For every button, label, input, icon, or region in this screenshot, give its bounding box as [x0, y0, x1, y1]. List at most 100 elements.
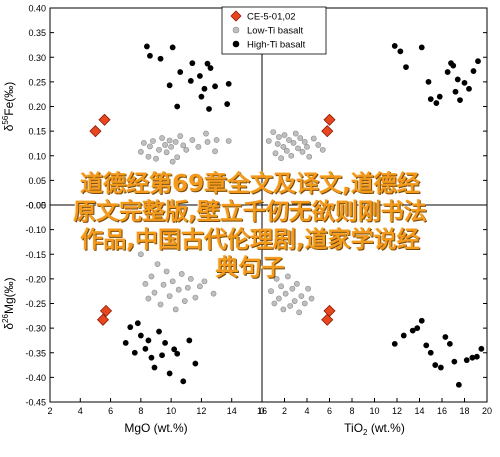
series-high-ti-basalt	[391, 43, 481, 106]
data-point	[210, 290, 217, 297]
data-point	[174, 154, 181, 161]
data-point	[299, 148, 306, 155]
series-low-ti-basalt	[137, 130, 232, 165]
data-point	[478, 345, 485, 352]
series-ce-5-01-02	[321, 304, 336, 326]
data-point	[142, 280, 149, 287]
x-tick-label: 20	[482, 406, 492, 416]
data-point	[145, 153, 152, 160]
x-axis-title: MgO (wt.%)	[124, 421, 187, 435]
data-point	[180, 142, 187, 149]
data-point	[181, 298, 188, 304]
data-point	[414, 325, 421, 332]
data-point	[171, 346, 178, 353]
data-point	[162, 142, 168, 148]
x-tick-label: 4	[304, 406, 309, 416]
data-point	[137, 148, 144, 155]
data-point	[437, 364, 444, 371]
data-point	[137, 332, 144, 339]
data-point	[148, 354, 155, 361]
series-ce-5-01-02	[321, 113, 336, 138]
data-point-diamond	[323, 304, 336, 317]
legend-label: High-Ti basalt	[247, 40, 306, 51]
data-point-diamond	[89, 125, 102, 138]
data-point	[397, 48, 404, 55]
data-point	[186, 337, 193, 344]
series-low-ti-basalt	[268, 273, 315, 316]
data-point	[145, 295, 152, 302]
data-point	[281, 132, 288, 138]
chart-panel-top-right	[261, 7, 488, 206]
series-high-ti-basalt	[122, 320, 199, 385]
data-point	[304, 143, 310, 150]
data-point	[197, 283, 203, 290]
data-point	[461, 79, 468, 86]
data-point	[274, 141, 281, 147]
y-tick-label: -0.10	[25, 225, 46, 235]
y-tick-label: -0.35	[25, 348, 46, 358]
data-point	[159, 135, 165, 141]
data-point	[189, 137, 196, 143]
data-point	[140, 140, 147, 146]
data-point	[305, 285, 312, 292]
data-point	[131, 349, 138, 356]
y-axis-title: δ26Mg(‰)	[1, 277, 16, 329]
data-point	[308, 295, 315, 302]
data-point	[470, 68, 477, 74]
data-point	[150, 138, 156, 144]
data-point	[455, 381, 462, 388]
data-point	[172, 139, 179, 145]
data-point	[451, 358, 458, 365]
data-point	[184, 284, 191, 291]
data-point	[207, 65, 214, 71]
x-tick-label: 8	[138, 406, 143, 416]
data-point	[457, 97, 463, 103]
x-tick-label: 18	[459, 406, 469, 416]
data-point	[144, 43, 150, 50]
data-point	[475, 58, 481, 65]
x-tick-label: 10	[369, 406, 379, 416]
data-point	[192, 360, 199, 367]
x-tick-label: 6	[108, 406, 113, 416]
data-point	[427, 349, 434, 356]
data-point	[278, 155, 285, 162]
data-point	[142, 345, 149, 352]
y-axis-title-part: δ	[2, 323, 16, 330]
x-tick-label: 16	[437, 406, 447, 416]
data-point-diamond	[99, 304, 113, 317]
data-point	[172, 306, 179, 313]
y-tick-label: 0.40	[28, 4, 46, 14]
data-point	[147, 143, 153, 150]
data-point	[162, 339, 168, 346]
data-point	[203, 130, 209, 137]
data-point	[293, 280, 300, 287]
data-point	[423, 342, 430, 349]
data-point	[148, 273, 155, 280]
plot-frame	[49, 204, 263, 403]
data-point	[137, 251, 144, 258]
y-tick-label: 0.05	[28, 176, 46, 186]
data-point	[432, 362, 439, 368]
data-point	[187, 77, 194, 84]
data-point	[180, 378, 187, 385]
data-point	[275, 295, 282, 302]
x-tick-label: 0	[259, 406, 264, 416]
x-tick-label: 14	[227, 406, 237, 416]
data-point	[169, 158, 176, 165]
data-point	[409, 327, 416, 334]
data-point	[197, 73, 203, 79]
x-tick-label: 2	[47, 406, 52, 416]
data-point	[201, 85, 208, 92]
data-point	[427, 96, 434, 103]
series-ce-5-01-02	[96, 304, 113, 326]
data-point	[463, 357, 470, 364]
data-point	[156, 328, 162, 335]
data-point	[174, 103, 181, 110]
data-point	[154, 261, 161, 267]
data-point	[225, 80, 232, 87]
data-point	[147, 52, 153, 59]
chart-panel-bottom-left: -0.45 -0.40 -0.35 -0.30 -0.25 -0.20 -0.15 -0.10…	[1, 201, 267, 436]
data-point	[157, 55, 164, 62]
series-ce-5-01-02	[89, 113, 111, 138]
data-point	[310, 135, 317, 142]
